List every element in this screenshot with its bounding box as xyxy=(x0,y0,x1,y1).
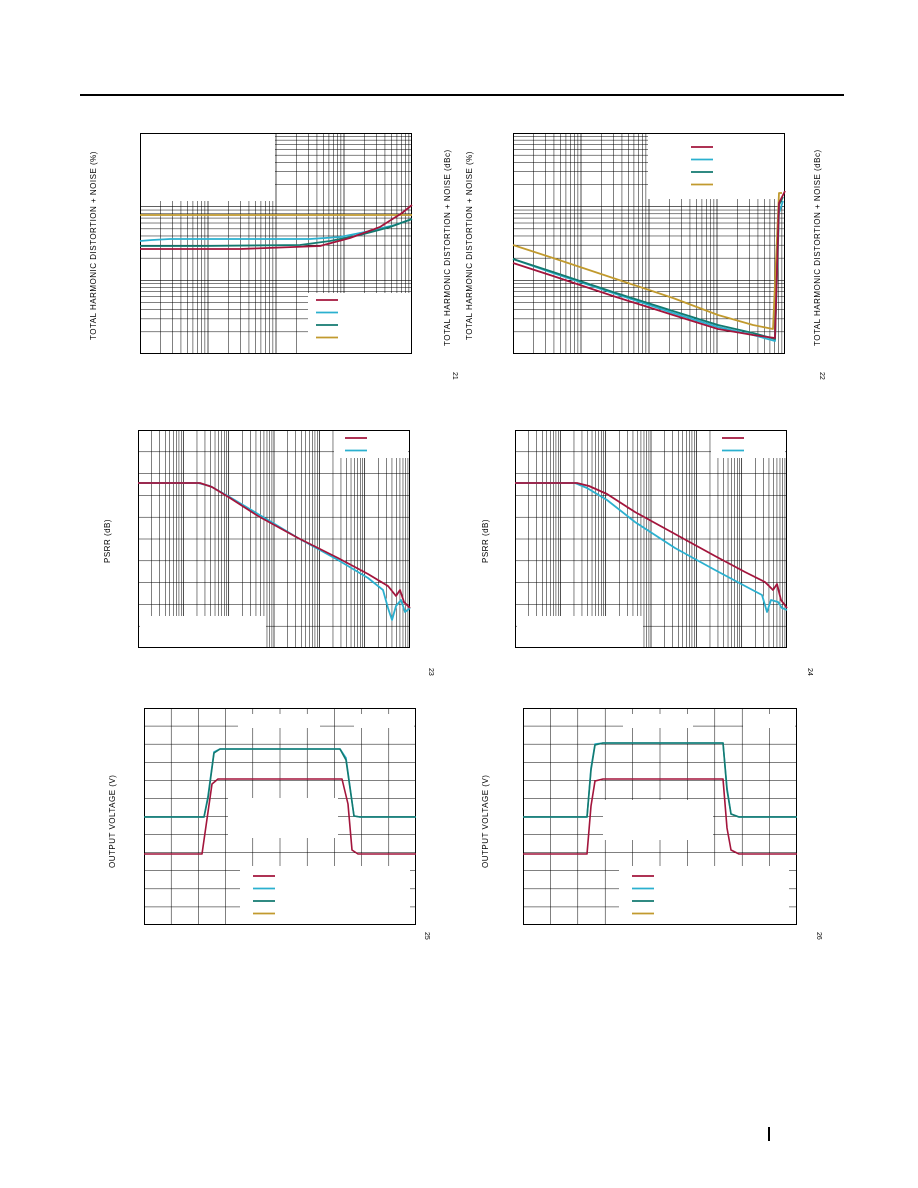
thdn-percent-axis-label-right: TOTAL HARMONIC DISTORTION + NOISE (%) xyxy=(465,151,474,340)
page-marker xyxy=(768,1127,770,1141)
annotation-box xyxy=(308,293,408,351)
plot-frame xyxy=(515,430,787,648)
psrr-axis-label: PSRR (dB) xyxy=(103,518,112,563)
red-series xyxy=(523,778,797,855)
annotation-box xyxy=(238,714,320,728)
figure-number: 21 xyxy=(451,372,458,380)
annotation-box xyxy=(334,432,408,458)
cyan-series xyxy=(515,482,788,613)
header-rule xyxy=(80,94,844,96)
annotation-box xyxy=(140,616,266,646)
annotation-box xyxy=(603,800,713,840)
gold-series xyxy=(512,192,782,330)
thdn-dbc-axis-label-far-right: TOTAL HARMONIC DISTORTION + NOISE (dBc) xyxy=(813,149,822,346)
teal-series xyxy=(523,742,797,818)
figure-number: 22 xyxy=(818,372,825,380)
annotation-box xyxy=(228,798,338,838)
red-series xyxy=(515,482,788,609)
red-series xyxy=(144,778,416,855)
thdn-dbc-axis-label-left: TOTAL HARMONIC DISTORTION + NOISE (dBc) xyxy=(443,149,452,346)
teal-series xyxy=(144,748,416,818)
psrr-axis-label: PSRR (dB) xyxy=(481,518,490,563)
figure-number: 24 xyxy=(806,668,813,676)
annotation-box xyxy=(619,866,789,924)
red-series xyxy=(138,482,411,609)
grid xyxy=(515,430,787,648)
red-series xyxy=(140,204,413,250)
thdn-amplitude-chart xyxy=(512,133,786,354)
figure-number: 23 xyxy=(427,668,434,676)
output-voltage-axis-label: OUTPUT VOLTAGE (V) xyxy=(108,774,117,868)
psrr-chart-left xyxy=(138,430,411,648)
figure-number: 25 xyxy=(423,932,430,940)
teal-series xyxy=(140,218,413,247)
figure-number: 26 xyxy=(815,932,822,940)
annotation-box xyxy=(142,135,275,201)
plot-frame xyxy=(513,133,785,354)
annotation-box xyxy=(517,616,643,646)
psrr-chart-right xyxy=(515,430,788,648)
annotation-box xyxy=(354,714,414,728)
red-series xyxy=(512,190,786,339)
plot-frame xyxy=(138,430,410,648)
thdn-frequency-chart xyxy=(139,133,413,354)
grid xyxy=(140,133,412,354)
output-voltage-axis-label: OUTPUT VOLTAGE (V) xyxy=(481,774,490,868)
annotation-box xyxy=(240,866,410,924)
annotation-box xyxy=(743,714,795,728)
cyan-series xyxy=(512,200,784,342)
grid xyxy=(138,430,410,648)
plot-frame xyxy=(140,133,412,354)
pulse-response-chart-left xyxy=(144,708,416,925)
annotation-box xyxy=(711,432,785,458)
annotation-box xyxy=(663,135,783,197)
thdn-percent-axis-label: TOTAL HARMONIC DISTORTION + NOISE (%) xyxy=(89,151,98,340)
annotation-box xyxy=(623,714,693,728)
pulse-response-chart-right xyxy=(523,708,797,925)
